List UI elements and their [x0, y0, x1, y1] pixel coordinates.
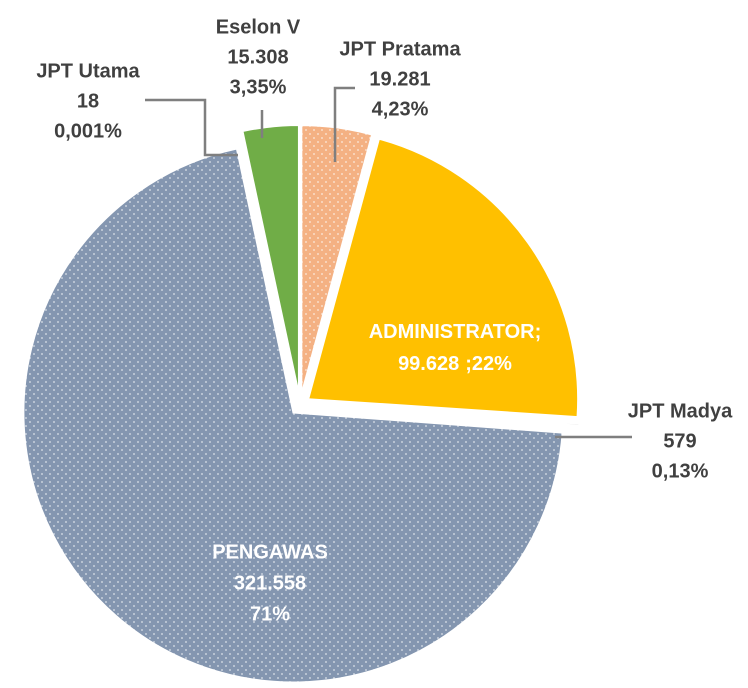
- data-label: 0,001%: [54, 120, 122, 142]
- label-part: ;: [535, 321, 542, 343]
- data-label: 71%: [250, 603, 290, 625]
- data-label: 4,23%: [372, 98, 429, 120]
- pie-slice: [240, 130, 299, 396]
- data-label: 19.281: [369, 68, 430, 90]
- data-label: 579: [663, 430, 696, 452]
- data-label: 321.558: [234, 572, 306, 594]
- pie-slice: [241, 124, 300, 396]
- leader-line: [333, 86, 355, 162]
- data-label: JPT Pratama: [339, 38, 461, 60]
- data-label: 0,13%: [652, 460, 709, 482]
- data-label: 18: [77, 90, 99, 112]
- data-label: ADMINISTRATOR;: [369, 321, 542, 343]
- data-label: PENGAWAS: [212, 541, 328, 563]
- data-label: JPT Utama: [36, 60, 140, 82]
- label-part: ;: [465, 353, 472, 375]
- data-label: Eselon V: [216, 16, 301, 38]
- data-label: 15.308: [227, 46, 288, 68]
- label-part: ADMINISTRATOR: [369, 321, 535, 343]
- label-part: 22%: [472, 353, 512, 375]
- label-part: 99.628: [398, 353, 459, 375]
- data-label: 99.628 ;22%: [398, 353, 512, 375]
- data-label: 3,35%: [230, 76, 287, 98]
- data-label: JPT Madya: [628, 400, 733, 422]
- leader-line: [145, 98, 238, 157]
